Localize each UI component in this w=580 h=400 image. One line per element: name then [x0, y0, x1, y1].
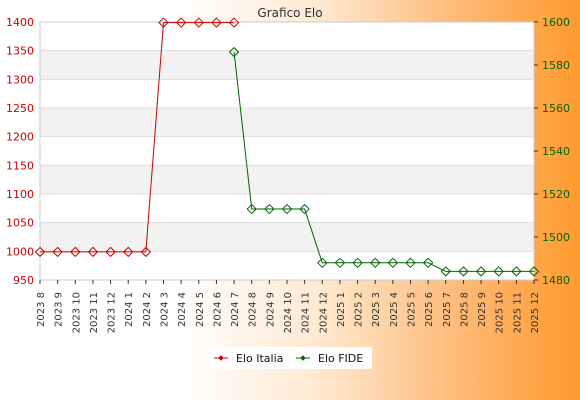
x-tick-label: 2025 8 [459, 292, 470, 327]
legend-label-2: Elo FIDE [318, 352, 363, 365]
y-left-tick-label: 1300 [6, 73, 34, 86]
legend-marker-1 [218, 355, 224, 361]
y-left-tick-label: 1250 [6, 102, 34, 115]
x-tick-label: 2025 12 [530, 292, 541, 333]
series-point [387, 257, 399, 269]
series-point [52, 246, 63, 258]
series-point [370, 257, 381, 269]
series-point [228, 46, 240, 58]
x-tick-label: 2024 8 [248, 292, 259, 327]
series-point [158, 17, 169, 28]
series-point [334, 257, 346, 269]
series-line-1 [40, 22, 235, 253]
series-point [123, 246, 134, 258]
y-right-tick-label: 1580 [542, 59, 570, 72]
grid-band [40, 222, 534, 252]
series-point [140, 246, 152, 258]
y-right-tick-label: 1600 [542, 16, 570, 29]
series-point [105, 246, 116, 258]
series-point [193, 17, 204, 28]
series-point [458, 266, 469, 277]
x-tick-label: 2024 4 [177, 292, 188, 327]
x-tick-label: 2024 9 [265, 292, 276, 327]
series-line-2 [233, 52, 534, 272]
y-right-tick-label: 1500 [542, 231, 570, 244]
x-tick-label: 2025 5 [407, 292, 418, 327]
x-tick-label: 2023 8 [36, 292, 47, 327]
x-tick-label: 2025 7 [442, 292, 453, 327]
series-point [528, 266, 540, 277]
y-left-tick-label: 1050 [6, 217, 34, 230]
series-point [281, 203, 293, 215]
x-tick-label: 2024 2 [142, 292, 153, 327]
x-tick-label: 2025 1 [336, 292, 347, 327]
x-tick-label: 2023 12 [107, 292, 118, 333]
y-axis-left: 950 1000 1050 1100 1150 1200 1250 1300 1350 1400 [6, 16, 34, 287]
series-point [317, 257, 328, 269]
x-tick-label: 2024 12 [318, 292, 329, 333]
series-point [440, 266, 451, 277]
series-point [475, 266, 487, 277]
series-point [34, 246, 46, 258]
legend-box [210, 347, 372, 369]
series-point [405, 257, 416, 269]
x-tick-label: 2023 10 [71, 292, 82, 333]
series-point [511, 266, 522, 277]
series-lines [34, 17, 540, 277]
x-tick-label: 2025 11 [512, 292, 523, 333]
y-left-tick-label: 1100 [6, 188, 34, 201]
series-point [264, 203, 275, 215]
y-axis-right: 1480 1500 1520 1540 1560 1580 1600 [534, 16, 570, 287]
x-tick-label: 2023 9 [54, 292, 65, 327]
x-tick-label: 2024 7 [230, 292, 241, 327]
legend-label-1: Elo Italia [236, 352, 283, 365]
x-tick-label: 2025 4 [389, 292, 400, 327]
x-tick-label: 2025 3 [371, 292, 382, 327]
x-tick-label: 2025 10 [495, 292, 506, 333]
legend-marker-2 [300, 355, 306, 361]
series-point [246, 203, 257, 215]
y-right-tick-label: 1540 [542, 145, 570, 158]
plot-area [40, 22, 534, 280]
y-left-tick-label: 1350 [6, 45, 34, 58]
y-right-tick-label: 1480 [542, 274, 570, 287]
series-point [493, 266, 504, 277]
series-point [87, 246, 99, 258]
grid-band [40, 165, 534, 194]
y-right-tick-label: 1520 [542, 188, 570, 201]
series-point [422, 257, 434, 269]
series-point [175, 17, 187, 28]
x-tick-label: 2024 10 [283, 292, 294, 333]
x-tick-label: 2024 5 [195, 292, 206, 327]
grid-band [40, 50, 534, 80]
y-left-tick-label: 1400 [6, 16, 34, 29]
y-left-tick-label: 950 [13, 274, 34, 287]
x-tick-label: 2024 1 [124, 292, 135, 327]
series-point [211, 17, 222, 28]
y-left-tick-label: 1150 [6, 159, 34, 172]
y-left-tick-label: 1000 [6, 245, 34, 258]
y-left-tick-label: 1200 [6, 131, 34, 144]
chart-title: Grafico Elo [257, 6, 322, 20]
x-tick-label: 2023 11 [89, 292, 100, 333]
x-tick-label: 2024 6 [212, 292, 223, 327]
series-point [70, 246, 81, 258]
x-tick-label: 2025 6 [424, 292, 435, 327]
series-point [228, 17, 240, 28]
x-tick-label: 2025 9 [477, 292, 488, 327]
y-right-tick-label: 1560 [542, 102, 570, 115]
series-point [352, 257, 363, 269]
x-tick-label: 2024 11 [301, 292, 312, 333]
x-tick-label: 2025 2 [354, 292, 365, 327]
series-point [299, 203, 310, 215]
x-tick-label: 2024 3 [160, 292, 171, 327]
legend: Elo Italia Elo FIDE [210, 347, 372, 369]
grid-band [40, 108, 534, 137]
